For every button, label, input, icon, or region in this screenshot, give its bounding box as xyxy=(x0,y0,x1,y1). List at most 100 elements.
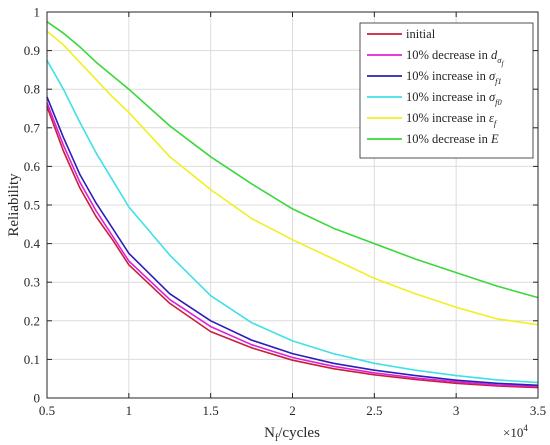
data-point xyxy=(210,156,212,158)
data-point xyxy=(250,217,253,220)
series-4 xyxy=(46,30,539,326)
data-point xyxy=(332,258,335,260)
y-tick-label: 0.8 xyxy=(24,82,40,97)
data-point xyxy=(455,306,457,308)
data-point xyxy=(169,254,171,256)
data-point xyxy=(210,325,212,328)
data-point xyxy=(496,384,498,386)
x-tick-label: 3 xyxy=(453,403,460,418)
data-point xyxy=(169,125,171,127)
data-point xyxy=(111,227,114,229)
data-point xyxy=(128,252,130,254)
data-point xyxy=(169,156,171,158)
data-point xyxy=(414,375,416,377)
x-tick-label: 1 xyxy=(126,403,133,418)
data-point xyxy=(250,322,253,324)
y-tick-label: 0.3 xyxy=(24,275,40,290)
data-point xyxy=(128,260,130,262)
data-point xyxy=(496,285,498,287)
data-point xyxy=(332,227,335,229)
data-point xyxy=(62,144,64,146)
data-point xyxy=(79,61,81,63)
data-point xyxy=(455,375,457,377)
legend-item: 10% decrease in E xyxy=(367,132,499,146)
x-tick-label: 3.5 xyxy=(530,403,546,418)
legend-label: 10% increase in εf xyxy=(406,111,498,128)
data-point xyxy=(332,365,335,367)
data-point xyxy=(291,356,294,359)
data-point xyxy=(128,206,130,208)
legend-label: 10% decrease in dσf xyxy=(406,48,504,68)
data-point xyxy=(496,382,498,384)
data-point xyxy=(210,188,212,191)
data-point xyxy=(250,339,253,341)
y-tick-label: 0.4 xyxy=(24,236,41,251)
data-point xyxy=(95,78,97,81)
legend-item: 10% decrease in dσf xyxy=(367,48,504,68)
data-point xyxy=(79,173,81,175)
series-line xyxy=(46,102,539,388)
data-point xyxy=(414,378,416,381)
data-point xyxy=(455,381,457,383)
data-point xyxy=(332,362,335,364)
data-point xyxy=(79,46,81,48)
data-point xyxy=(79,187,81,189)
series-line xyxy=(46,96,539,387)
y-tick-label: 0.6 xyxy=(24,159,41,174)
data-point xyxy=(414,293,416,295)
data-point xyxy=(373,369,375,371)
x-exponent-label: ×104 xyxy=(503,423,528,440)
x-tick-label: 2.5 xyxy=(366,403,382,418)
data-point xyxy=(250,183,253,185)
data-point xyxy=(291,359,294,361)
data-point xyxy=(62,32,64,34)
data-point xyxy=(111,239,114,241)
data-point xyxy=(95,215,97,218)
y-tick-label: 0 xyxy=(34,391,41,406)
x-tick-label: 0.5 xyxy=(39,403,55,418)
data-point xyxy=(496,318,498,320)
series-line xyxy=(46,106,539,389)
data-point xyxy=(111,179,114,181)
data-point xyxy=(291,353,294,355)
series-line xyxy=(46,21,539,299)
data-point xyxy=(373,362,375,364)
data-point xyxy=(169,302,171,305)
legend-label: initial xyxy=(406,27,436,41)
data-point xyxy=(332,353,335,355)
data-point xyxy=(62,150,64,152)
data-point xyxy=(111,235,114,237)
legend-label: 10% increase in σf1 xyxy=(406,69,502,86)
legend-box xyxy=(359,22,534,159)
y-tick-label: 0.9 xyxy=(24,43,40,58)
x-axis-label-sub: f xyxy=(275,433,279,444)
data-point xyxy=(373,243,375,245)
data-point xyxy=(373,374,375,376)
data-point xyxy=(95,152,97,154)
data-point xyxy=(291,340,294,342)
data-point xyxy=(414,377,416,379)
data-point xyxy=(169,293,171,295)
data-point xyxy=(128,264,130,266)
x-tick-label: 2 xyxy=(289,403,296,418)
x-axis-label: Nf/cycles xyxy=(264,425,320,444)
data-point xyxy=(414,369,416,371)
data-point xyxy=(62,136,64,139)
y-tick-label: 0.2 xyxy=(24,313,40,328)
y-tick-label: 0.7 xyxy=(24,120,41,135)
legend-label: 10% decrease in E xyxy=(406,132,499,146)
data-point xyxy=(79,181,81,183)
data-point xyxy=(373,372,375,374)
data-point xyxy=(95,61,97,63)
data-point xyxy=(455,271,457,274)
data-point xyxy=(111,96,114,98)
y-axis-label: Reliability xyxy=(6,173,22,237)
data-point xyxy=(291,239,294,241)
data-point xyxy=(496,379,498,381)
data-point xyxy=(128,88,130,90)
series-lines xyxy=(46,21,539,389)
legend-item: 10% increase in σf0 xyxy=(367,90,502,107)
